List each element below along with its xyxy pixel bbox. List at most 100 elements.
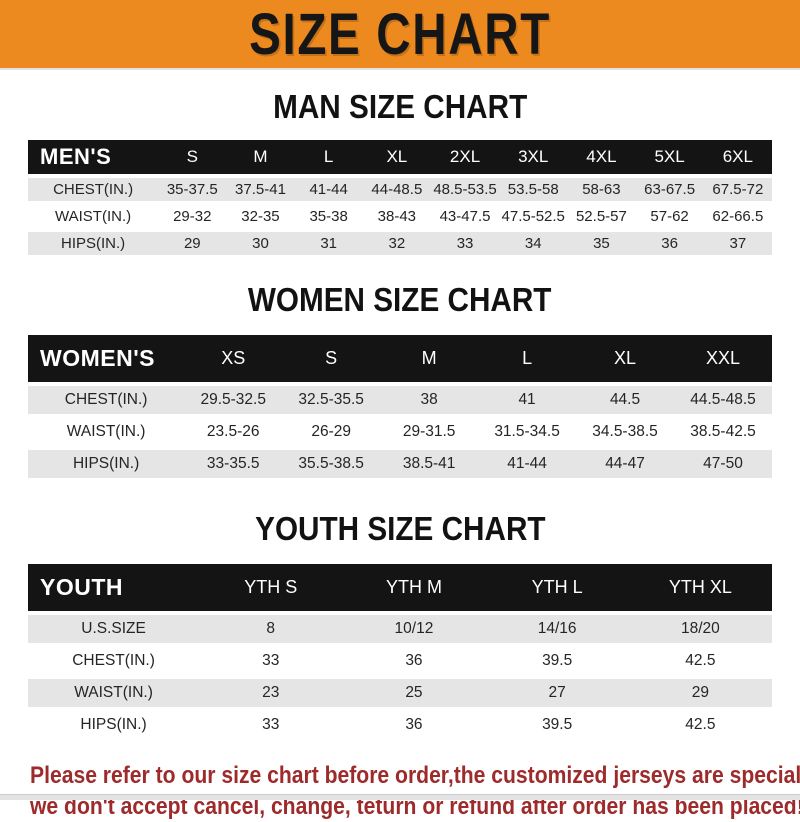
- youth-header-row: YOUTH YTH S YTH M YTH L YTH XL: [28, 564, 772, 611]
- size-cell: 25: [342, 679, 486, 707]
- size-cell: 35: [567, 232, 636, 255]
- size-cell: 38: [380, 386, 479, 414]
- youth-section-title-text: YOUTH SIZE CHART: [254, 510, 546, 547]
- column-header: XS: [184, 335, 283, 382]
- column-header: YTH S: [199, 564, 343, 611]
- size-cell: 67.5-72: [703, 178, 772, 201]
- size-cell: 62-66.5: [703, 205, 772, 228]
- size-cell: 63-67.5: [635, 178, 704, 201]
- size-cell: 32-35: [226, 205, 295, 228]
- womens-size-table: WOMEN'S XS S M L XL XXL CHEST(IN.) 29.5-…: [28, 331, 772, 482]
- size-cell: 47.5-52.5: [499, 205, 568, 228]
- footer-disclaimer-line1: Please refer to our size chart before or…: [30, 762, 800, 789]
- size-cell: 29: [628, 679, 772, 707]
- size-cell: 41: [478, 386, 577, 414]
- size-cell: 35.5-38.5: [282, 450, 381, 478]
- size-cell: 10/12: [342, 615, 486, 643]
- table-row: WAIST(IN.) 23 25 27 29: [28, 679, 772, 707]
- size-cell: 14/16: [485, 615, 629, 643]
- womens-corner-label: WOMEN'S: [28, 335, 185, 382]
- column-header: 4XL: [567, 140, 636, 174]
- table-row: HIPS(IN.) 33 36 39.5 42.5: [28, 711, 772, 739]
- size-cell: 31: [294, 232, 363, 255]
- man-section-title-text: MAN SIZE CHART: [272, 88, 528, 125]
- youth-corner-label: YOUTH: [28, 564, 200, 611]
- table-row: HIPS(IN.) 29 30 31 32 33 34 35 36 37: [28, 232, 772, 255]
- column-header: 5XL: [635, 140, 704, 174]
- size-cell: 57-62: [635, 205, 704, 228]
- column-header: S: [158, 140, 227, 174]
- youth-size-table: YOUTH YTH S YTH M YTH L YTH XL U.S.SIZE …: [28, 560, 772, 743]
- row-label: CHEST(IN.): [28, 647, 200, 675]
- row-label: HIPS(IN.): [28, 711, 200, 739]
- banner-title: SIZE CHART: [249, 1, 551, 67]
- size-cell: 35-38: [294, 205, 363, 228]
- size-cell: 29-32: [158, 205, 227, 228]
- size-cell: 34.5-38.5: [576, 418, 674, 446]
- size-cell: 44.5-48.5: [674, 386, 772, 414]
- row-label: CHEST(IN.): [28, 386, 185, 414]
- column-header: 3XL: [499, 140, 568, 174]
- size-cell: 32.5-35.5: [282, 386, 381, 414]
- size-cell: 37.5-41: [226, 178, 295, 201]
- size-cell: 35-37.5: [158, 178, 227, 201]
- size-cell: 29: [158, 232, 227, 255]
- womens-header-row: WOMEN'S XS S M L XL XXL: [28, 335, 772, 382]
- size-cell: 41-44: [294, 178, 363, 201]
- size-cell: 33: [199, 711, 343, 739]
- column-header: XXL: [674, 335, 772, 382]
- size-cell: 23: [199, 679, 343, 707]
- row-label: WAIST(IN.): [28, 418, 185, 446]
- size-cell: 8: [199, 615, 343, 643]
- column-header: YTH L: [485, 564, 629, 611]
- youth-section-title: YOUTH SIZE CHART: [0, 512, 800, 545]
- row-label: WAIST(IN.): [28, 205, 159, 228]
- table-row: CHEST(IN.) 33 36 39.5 42.5: [28, 647, 772, 675]
- size-cell: 36: [635, 232, 704, 255]
- man-section-title: MAN SIZE CHART: [0, 90, 800, 123]
- column-header: XL: [362, 140, 431, 174]
- column-header: 6XL: [703, 140, 772, 174]
- mens-corner-label: MEN'S: [28, 140, 159, 174]
- size-cell: 42.5: [628, 647, 772, 675]
- size-cell: 37: [703, 232, 772, 255]
- size-cell: 29.5-32.5: [184, 386, 283, 414]
- column-header: M: [380, 335, 479, 382]
- row-label: WAIST(IN.): [28, 679, 200, 707]
- row-label: U.S.SIZE: [28, 615, 200, 643]
- size-cell: 48.5-53.5: [430, 178, 500, 201]
- size-cell: 18/20: [628, 615, 772, 643]
- row-label: HIPS(IN.): [28, 450, 185, 478]
- size-cell: 41-44: [478, 450, 577, 478]
- table-row: CHEST(IN.) 35-37.5 37.5-41 41-44 44-48.5…: [28, 178, 772, 201]
- size-cell: 33: [430, 232, 500, 255]
- size-chart-banner: SIZE CHART: [0, 0, 800, 70]
- size-cell: 38-43: [362, 205, 431, 228]
- row-label: HIPS(IN.): [28, 232, 159, 255]
- size-cell: 38.5-41: [380, 450, 479, 478]
- size-cell: 32: [362, 232, 431, 255]
- size-cell: 44-48.5: [362, 178, 431, 201]
- size-cell: 38.5-42.5: [674, 418, 772, 446]
- size-cell: 53.5-58: [499, 178, 568, 201]
- table-row: U.S.SIZE 8 10/12 14/16 18/20: [28, 615, 772, 643]
- size-cell: 36: [342, 711, 486, 739]
- women-section-title: WOMEN SIZE CHART: [0, 283, 800, 316]
- size-cell: 30: [226, 232, 295, 255]
- size-cell: 52.5-57: [567, 205, 636, 228]
- column-header: L: [478, 335, 577, 382]
- size-cell: 34: [499, 232, 568, 255]
- column-header: M: [226, 140, 295, 174]
- column-header: L: [294, 140, 363, 174]
- table-row: WAIST(IN.) 23.5-26 26-29 29-31.5 31.5-34…: [28, 418, 772, 446]
- column-header: 2XL: [430, 140, 500, 174]
- women-section-title-text: WOMEN SIZE CHART: [248, 281, 552, 318]
- table-row: CHEST(IN.) 29.5-32.5 32.5-35.5 38 41 44.…: [28, 386, 772, 414]
- mens-header-row: MEN'S S M L XL 2XL 3XL 4XL 5XL 6XL: [28, 140, 772, 174]
- size-cell: 23.5-26: [184, 418, 283, 446]
- size-cell: 27: [485, 679, 629, 707]
- size-cell: 26-29: [282, 418, 381, 446]
- column-header: YTH M: [342, 564, 486, 611]
- size-cell: 47-50: [674, 450, 772, 478]
- size-cell: 44-47: [576, 450, 674, 478]
